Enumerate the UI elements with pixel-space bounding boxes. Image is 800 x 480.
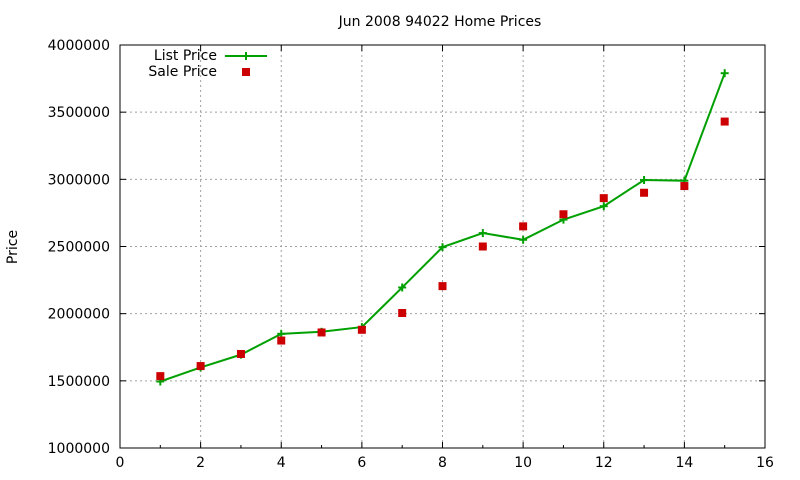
series [156,69,729,386]
x-tick-label: 10 [514,455,532,471]
axes: 0 2 4 6 8 10 12 14 16 1000000 1500000 2000000 250000… [48,38,774,471]
legend-marker-sale-price [242,68,250,76]
x-tick-label: 14 [675,455,693,471]
sale-price-point [438,282,447,291]
x-tick-label: 4 [277,455,286,471]
list-price-point [640,176,649,185]
sale-price-point [599,194,608,203]
sale-price-point [720,117,729,126]
sale-price-point [640,188,649,197]
x-tick-label: 0 [116,455,125,471]
y-tick-label: 2500000 [48,240,110,256]
x-tick-label: 8 [438,455,447,471]
sale-price-point [478,242,487,251]
sale-price-point [156,372,165,381]
list-price-point [519,235,528,244]
sale-price-point [357,325,366,334]
y-tick-label: 1000000 [48,441,110,457]
sale-price-point [317,328,326,337]
sale-price-point [277,336,286,345]
x-tick-label: 6 [357,455,366,471]
sale-price-point [196,362,205,371]
y-tick-label: 3500000 [48,105,110,121]
sale-price-point [680,182,689,191]
sale-price-point [559,210,568,219]
list-price-point [398,283,407,292]
sale-price-point [519,222,528,231]
y-tick-label: 1500000 [48,374,110,390]
legend-label-list-price: List Price [154,48,217,64]
list-price-point [478,229,487,238]
list-price-point [277,329,286,338]
x-tick-label: 16 [756,455,774,471]
y-axis-label: Price [5,230,21,264]
chart-title: Jun 2008 94022 Home Prices [338,14,542,30]
list-price-point [599,202,608,211]
sale-price-point [236,349,245,358]
list-price-point [720,69,729,78]
x-tick-label: 12 [595,455,613,471]
sale-price-point [398,308,407,317]
x-tick-label: 2 [196,455,205,471]
list-price-point [438,243,447,252]
y-tick-label: 3000000 [48,172,110,188]
y-tick-label: 4000000 [48,38,110,54]
y-tick-label: 2000000 [48,307,110,323]
legend-label-sale-price: Sale Price [148,64,217,80]
